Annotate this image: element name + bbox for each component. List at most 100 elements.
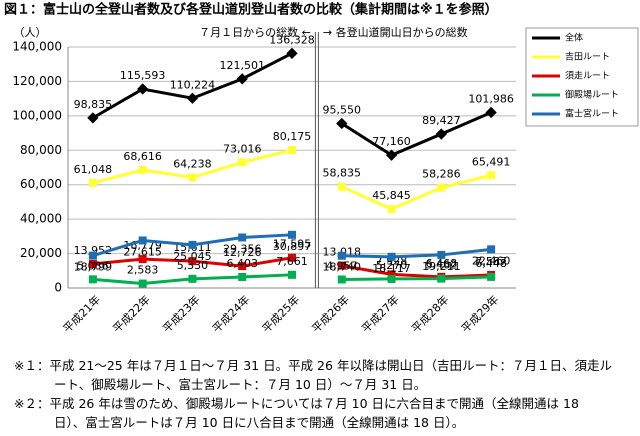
marker bbox=[288, 253, 296, 262]
footnote: ※１：平成 21～25 年は７月１日～７月 31 日。平成 26 年以降は開山日… bbox=[14, 358, 612, 392]
data-label: 136,328 bbox=[269, 33, 315, 46]
series-line bbox=[341, 264, 492, 279]
marker bbox=[88, 259, 97, 268]
marker bbox=[286, 47, 298, 59]
annotation: → 各登山道開山日からの総数 bbox=[323, 25, 468, 39]
data-label: 58,286 bbox=[422, 168, 461, 181]
x-tick-label: 平成28年 bbox=[408, 292, 451, 335]
marker bbox=[387, 274, 396, 283]
x-tick-label: 平成25年 bbox=[259, 292, 302, 335]
data-label: 18,117 bbox=[372, 262, 411, 275]
y-tick-label: 40,000 bbox=[20, 212, 62, 226]
marker bbox=[188, 173, 197, 182]
chart-title: 図１：富士山の全登山者数及び各登山道別登山者数の比較（集計期間は※１を参照） bbox=[4, 2, 498, 18]
data-label: 98,835 bbox=[74, 98, 113, 111]
data-label: 68,616 bbox=[123, 150, 162, 163]
data-label: 2,583 bbox=[127, 264, 159, 277]
y-axis-label: （人） bbox=[14, 26, 47, 39]
marker bbox=[387, 205, 396, 214]
marker bbox=[188, 240, 197, 249]
marker bbox=[288, 145, 296, 154]
marker bbox=[188, 274, 197, 283]
data-label: 77,160 bbox=[372, 135, 411, 148]
marker bbox=[88, 275, 97, 284]
series-line bbox=[340, 111, 492, 157]
marker bbox=[487, 272, 496, 281]
data-label: 6,403 bbox=[226, 257, 258, 270]
y-tick-label: 100,000 bbox=[12, 108, 62, 122]
marker bbox=[487, 171, 496, 180]
data-label: 121,501 bbox=[219, 59, 265, 72]
data-label: 110,224 bbox=[170, 78, 216, 91]
data-label: 115,593 bbox=[120, 69, 166, 82]
data-label: 73,016 bbox=[223, 142, 262, 155]
data-label: 27,615 bbox=[123, 245, 162, 258]
y-tick-label: 20,000 bbox=[20, 246, 62, 260]
data-label: 17,595 bbox=[273, 238, 312, 251]
data-label: 18,799 bbox=[74, 261, 113, 274]
marker bbox=[188, 257, 197, 266]
marker bbox=[236, 73, 248, 85]
data-label: 18,740 bbox=[323, 261, 362, 274]
data-label: 5,036 bbox=[77, 259, 109, 272]
data-label: 5,270 bbox=[376, 259, 408, 272]
data-label: 80,175 bbox=[273, 130, 312, 143]
marker bbox=[138, 165, 147, 174]
marker bbox=[337, 182, 346, 191]
data-label: 65,491 bbox=[472, 155, 511, 168]
data-label: 45,845 bbox=[372, 189, 411, 202]
series-line bbox=[341, 247, 492, 259]
data-label: 4,957 bbox=[326, 259, 358, 272]
marker bbox=[238, 158, 247, 167]
data-label: 12,726 bbox=[223, 246, 262, 259]
marker bbox=[437, 274, 446, 283]
marker bbox=[88, 178, 97, 187]
x-tick-label: 平成26年 bbox=[309, 292, 352, 335]
data-label: 64,238 bbox=[173, 157, 212, 170]
marker bbox=[288, 230, 296, 239]
data-label: 30,897 bbox=[273, 240, 312, 253]
data-label: 101,986 bbox=[468, 92, 514, 105]
legend-label: 全体 bbox=[565, 32, 583, 44]
marker bbox=[337, 275, 346, 284]
marker bbox=[186, 92, 199, 104]
marker bbox=[238, 272, 247, 281]
data-label: 6,468 bbox=[426, 257, 458, 270]
marker bbox=[487, 245, 496, 254]
legend-label: 吉田ルート bbox=[565, 52, 610, 63]
marker bbox=[485, 106, 497, 119]
marker bbox=[387, 270, 396, 279]
y-tick-label: 0 bbox=[54, 281, 62, 295]
marker bbox=[385, 149, 398, 161]
legend-label: 須走ルート bbox=[565, 71, 610, 82]
marker bbox=[337, 261, 346, 270]
data-label: 25,045 bbox=[173, 250, 212, 263]
marker bbox=[138, 255, 147, 264]
x-tick-label: 平成24年 bbox=[209, 292, 252, 335]
y-tick-label: 80,000 bbox=[20, 143, 62, 157]
data-label: 7,587 bbox=[475, 255, 507, 268]
data-label: 61,048 bbox=[74, 163, 113, 176]
series-line bbox=[341, 173, 492, 211]
x-tick-label: 平成29年 bbox=[458, 292, 501, 335]
marker bbox=[435, 128, 447, 140]
marker bbox=[138, 279, 147, 288]
data-label: 7,661 bbox=[276, 255, 308, 268]
marker bbox=[238, 233, 247, 242]
y-tick-label: 120,000 bbox=[12, 74, 62, 88]
data-label: 22,460 bbox=[472, 254, 511, 267]
y-tick-label: 140,000 bbox=[12, 40, 62, 54]
marker bbox=[437, 183, 446, 192]
series-line bbox=[341, 275, 492, 281]
x-tick-label: 平成22年 bbox=[110, 292, 153, 335]
legend-label: 富士宮ルート bbox=[565, 108, 619, 120]
marker bbox=[337, 251, 346, 260]
x-tick-label: 平成23年 bbox=[160, 292, 203, 335]
marker bbox=[238, 262, 247, 271]
marker bbox=[88, 251, 97, 260]
notes: ※１：平成 21～25 年は７月１日～７月 31 日。平成 26 年以降は開山日… bbox=[14, 356, 614, 432]
y-tick-label: 60,000 bbox=[20, 177, 62, 191]
chart: 図１：富士山の全登山者数及び各登山道別登山者数の比較（集計期間は※１を参照） （… bbox=[4, 2, 639, 335]
footnote: ※２：平成 26 年は雪のため、御殿場ルートについては７月 10 日に六合目まで… bbox=[14, 396, 579, 430]
